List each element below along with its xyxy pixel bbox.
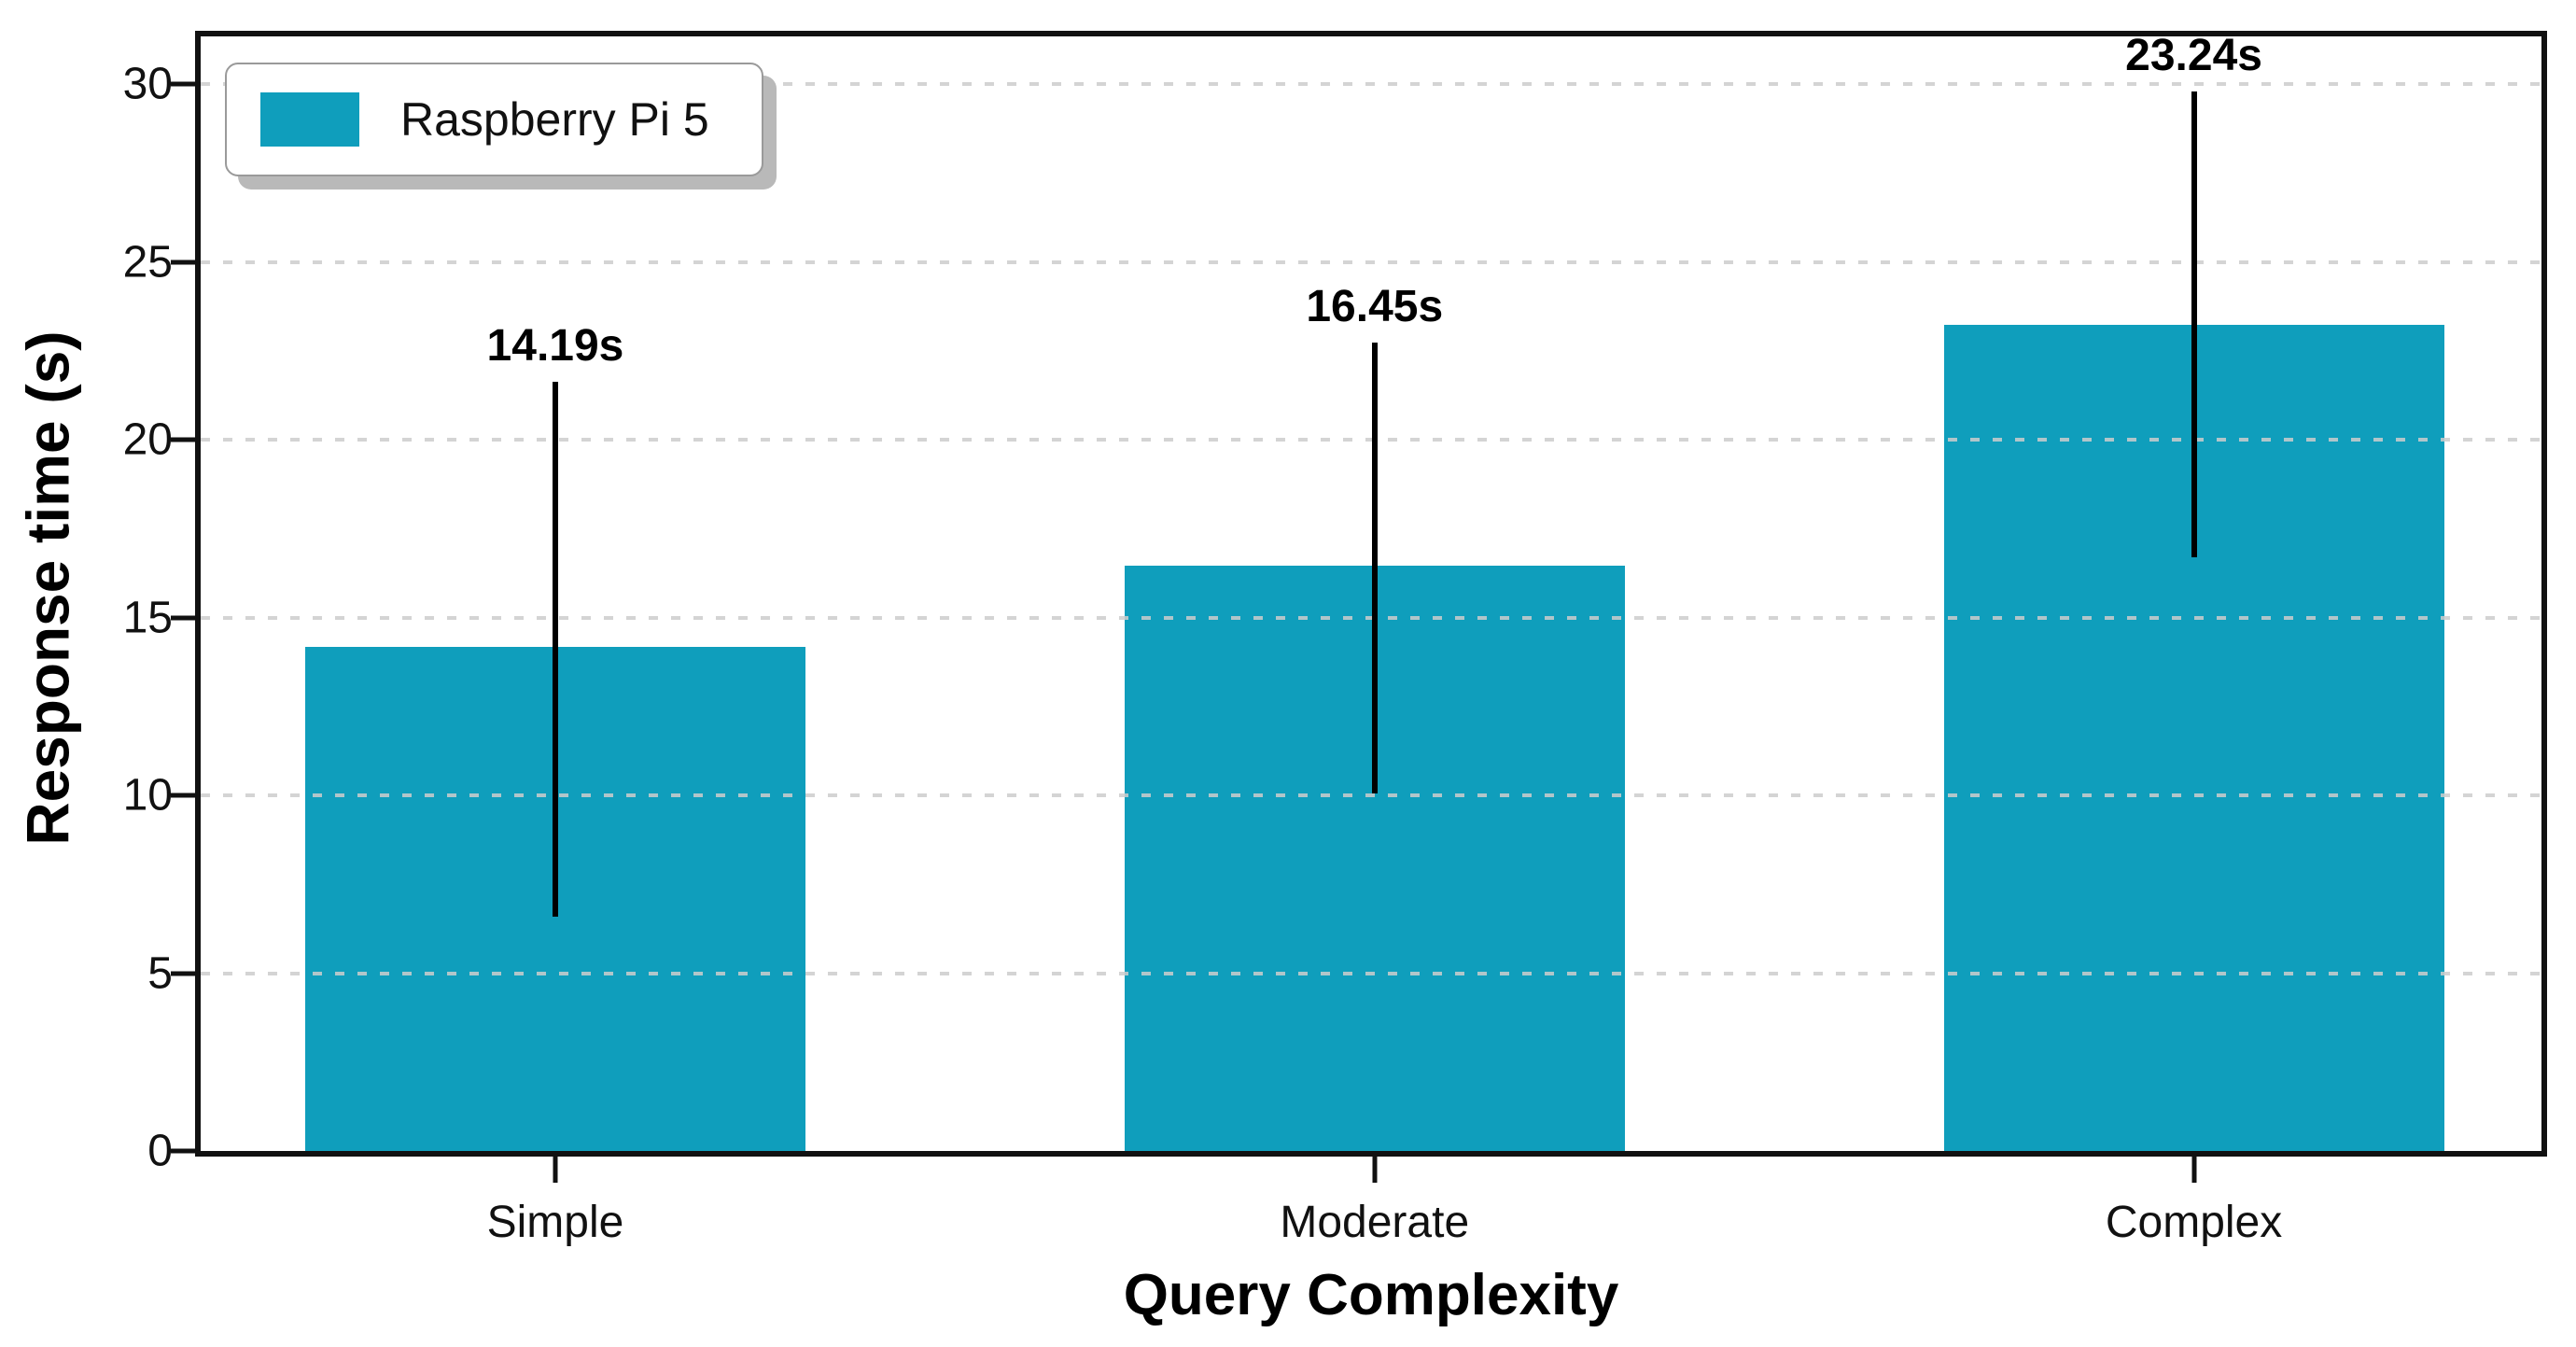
error-bar-simple [552,381,558,917]
y-tick-label-30: 30 [122,59,173,109]
bar-value-label-complex: 23.24s [2125,31,2262,81]
gridline-y-20 [201,438,2541,442]
error-bar-moderate [1371,342,1378,794]
x-tick-label-complex: Complex [2105,1198,2283,1247]
y-tick-mark-20 [171,437,195,442]
y-tick-label-15: 15 [122,593,173,643]
y-tick-label-20: 20 [122,414,173,465]
y-tick-label-0: 0 [147,1126,173,1176]
bar-value-label-moderate: 16.45s [1306,281,1444,331]
y-tick-mark-15 [171,615,195,621]
bar-value-label-simple: 14.19s [486,320,624,371]
y-tick-label-25: 25 [122,237,173,288]
gridline-y-25 [201,260,2541,264]
gridline-y-10 [201,793,2541,798]
y-axis-label-text: Response time (s) [15,330,82,846]
gridline-y-15 [201,615,2541,620]
y-tick-mark-10 [171,793,195,798]
x-tick-mark-moderate [1372,1157,1378,1183]
gridline-y-30 [201,82,2541,87]
legend-box: Raspberry Pi 5 [225,63,763,176]
x-tick-label-simple: Simple [486,1198,624,1247]
y-tick-mark-30 [171,81,195,87]
legend-series-label: Raspberry Pi 5 [400,93,709,146]
y-tick-label-10: 10 [122,770,173,821]
y-tick-mark-0 [171,1148,195,1154]
y-tick-label-5: 5 [147,948,173,999]
plot-area: 14.19s 16.45s 23.24s Raspberry Pi 5 [195,31,2547,1157]
x-tick-label-moderate: Moderate [1280,1198,1470,1247]
y-tick-mark-5 [171,971,195,976]
x-axis-label: Query Complexity [1123,1263,1619,1327]
legend-color-swatch [260,92,359,147]
error-bar-complex [2191,91,2197,558]
x-tick-mark-simple [553,1157,558,1183]
y-tick-mark-25 [171,260,195,265]
gridline-y-5 [201,971,2541,975]
x-tick-mark-complex [2191,1157,2197,1183]
